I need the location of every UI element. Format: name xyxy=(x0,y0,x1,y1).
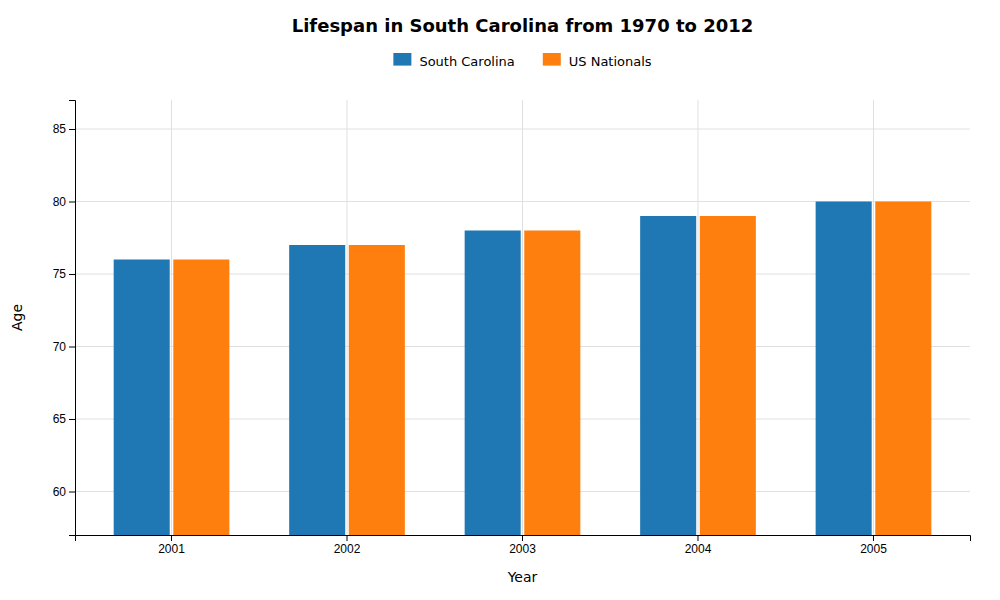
bar xyxy=(114,260,170,536)
x-axis-line xyxy=(76,536,971,542)
bar-series xyxy=(114,202,872,536)
y-tick-mark xyxy=(69,274,75,275)
x-tick: 2002 xyxy=(334,535,361,556)
legend-item: US Nationals xyxy=(543,53,652,69)
plot: 2001 2002 2003 2004 2005 60 65 70 75 80 85 xyxy=(53,100,971,556)
x-tick-mark xyxy=(873,535,874,541)
bar xyxy=(640,216,696,535)
y-tick: 60 xyxy=(53,485,75,499)
y-tick: 65 xyxy=(53,412,75,426)
bar xyxy=(816,202,872,536)
y-axis-line xyxy=(69,101,76,536)
grid-line-x xyxy=(522,100,523,535)
y-tick: 80 xyxy=(53,195,75,209)
marks xyxy=(114,202,932,536)
y-tick-mark xyxy=(69,419,75,420)
legend-item: South Carolina xyxy=(393,53,514,69)
x-tick-mark xyxy=(697,535,698,541)
y-tick-label: 85 xyxy=(53,122,67,136)
bar xyxy=(524,231,580,536)
x-tick-label: 2003 xyxy=(509,542,536,556)
y-tick-label: 65 xyxy=(53,412,67,426)
title: Lifespan in South Carolina from 1970 to … xyxy=(292,15,754,36)
grid-line-x xyxy=(697,100,698,535)
y-tick: 75 xyxy=(53,267,75,281)
bar xyxy=(173,260,229,536)
x-tick-label: 2001 xyxy=(158,542,185,556)
x-tick: 2003 xyxy=(509,535,536,556)
y-axis: 60 65 70 75 80 85 xyxy=(53,101,76,536)
x-tick-label: 2005 xyxy=(860,542,887,556)
y-axis-title: Age xyxy=(9,304,25,331)
x-tick-mark xyxy=(522,535,523,541)
legend: South Carolina US Nationals xyxy=(393,53,651,69)
bar xyxy=(289,245,345,535)
legend-label: South Carolina xyxy=(419,54,514,69)
legend-label: US Nationals xyxy=(569,54,652,69)
y-tick-label: 60 xyxy=(53,485,67,499)
y-tick-mark xyxy=(69,129,75,130)
y-tick: 70 xyxy=(53,340,75,354)
x-tick-label: 2002 xyxy=(334,542,361,556)
y-tick-mark xyxy=(69,492,75,493)
y-tick-mark xyxy=(69,202,75,203)
x-tick-label: 2004 xyxy=(685,542,712,556)
grid-line-x xyxy=(171,100,172,535)
bar xyxy=(700,216,756,535)
bar xyxy=(349,245,405,535)
grid-line-x xyxy=(873,100,874,535)
bar xyxy=(465,231,521,536)
y-tick-mark xyxy=(69,347,75,348)
grid-line-x xyxy=(347,100,348,535)
y-tick-label: 75 xyxy=(53,267,67,281)
legend-swatch xyxy=(543,53,561,66)
x-tick-mark xyxy=(171,535,172,541)
y-tick: 85 xyxy=(53,122,75,136)
x-tick: 2005 xyxy=(860,535,887,556)
y-tick-label: 80 xyxy=(53,195,67,209)
grid xyxy=(75,100,970,535)
x-tick: 2001 xyxy=(158,535,185,556)
x-axis: 2001 2002 2003 2004 2005 xyxy=(76,535,971,556)
x-tick: 2004 xyxy=(685,535,712,556)
legend-swatch xyxy=(393,53,411,66)
x-axis-title: Year xyxy=(507,569,538,585)
bar-series xyxy=(173,202,931,536)
y-tick-label: 70 xyxy=(53,340,67,354)
bar xyxy=(875,202,931,536)
chart: 2001 2002 2003 2004 2005 60 65 70 75 80 85 Year Age L… xyxy=(0,0,1000,600)
x-tick-mark xyxy=(347,535,348,541)
